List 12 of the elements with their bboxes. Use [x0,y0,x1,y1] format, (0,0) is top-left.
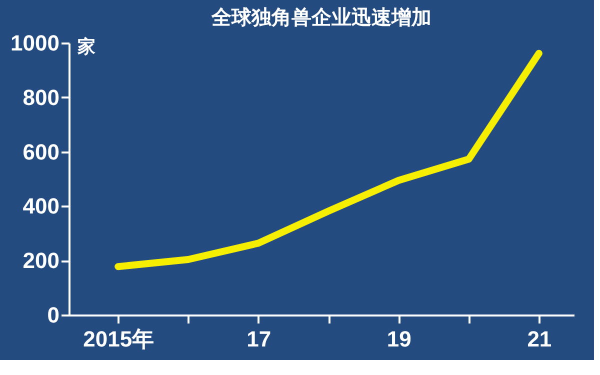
x-tick-label: 2015年 [83,326,154,352]
x-tick-label: 21 [527,326,552,352]
y-tick-label: 600 [22,139,60,164]
chart-title: 全球独角兽企业迅速增加 [210,7,432,29]
y-tick-label: 800 [22,84,60,110]
x-tick-label: 17 [246,326,272,352]
x-tick-label: 19 [386,326,412,352]
y-axis-title: 家 [76,36,96,56]
y-tick-label: 400 [22,194,60,219]
y-tick-label: 0 [47,302,60,328]
y-tick-label: 200 [22,248,60,274]
y-tick-label: 1000 [10,30,60,56]
